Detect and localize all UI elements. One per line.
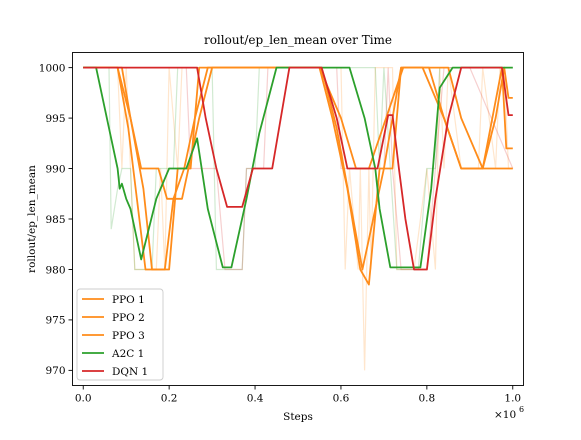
legend-label-dqn-1: DQN 1 <box>112 366 148 378</box>
series-line-dqn-1 <box>83 66 513 271</box>
x-axis-ticks: 0.0 0.2 0.4 0.6 0.8 1.0 <box>75 385 521 405</box>
legend-label-a2c-1: A2C 1 <box>111 348 144 360</box>
y-tick-label: 990 <box>45 163 65 175</box>
series-line-a2c-1 <box>83 66 513 269</box>
series-line-ppo-3 <box>83 66 513 271</box>
x-tick-label: 0.6 <box>333 393 350 405</box>
y-tick-label: 995 <box>45 113 65 125</box>
x-tick-label: 0.0 <box>75 393 92 405</box>
y-tick-label: 975 <box>45 315 65 327</box>
x-tick-label: 0.8 <box>419 393 436 405</box>
y-axis-ticks: 970 975 980 985 990 995 1000 <box>39 62 73 377</box>
legend-frame <box>76 288 164 381</box>
y-axis-label: rollout/ep_len_mean <box>26 165 38 273</box>
x-axis-multiplier: ×10 6 <box>494 405 524 421</box>
y-tick-label: 980 <box>45 264 65 276</box>
legend: PPO 1 PPO 2 PPO 3 A2C 1 DQN 1 <box>76 288 164 381</box>
x-axis-label: Steps <box>283 411 313 423</box>
raw-series-line-2 <box>83 66 513 271</box>
y-tick-label: 970 <box>45 365 65 377</box>
x-tick-label: 0.2 <box>161 393 178 405</box>
x-tick-label: 0.4 <box>247 393 264 405</box>
legend-label-ppo-3: PPO 3 <box>112 330 145 342</box>
y-tick-label: 985 <box>45 214 65 226</box>
x-axis-multiplier-exponent: 6 <box>519 405 524 414</box>
x-tick-label: 1.0 <box>504 393 521 405</box>
x-axis-multiplier-base: ×10 <box>494 409 516 421</box>
series-layer <box>83 66 513 286</box>
chart-title: rollout/ep_len_mean over Time <box>204 33 392 47</box>
legend-label-ppo-2: PPO 2 <box>112 312 145 324</box>
legend-label-ppo-1: PPO 1 <box>112 294 145 306</box>
y-tick-label: 1000 <box>39 62 66 74</box>
